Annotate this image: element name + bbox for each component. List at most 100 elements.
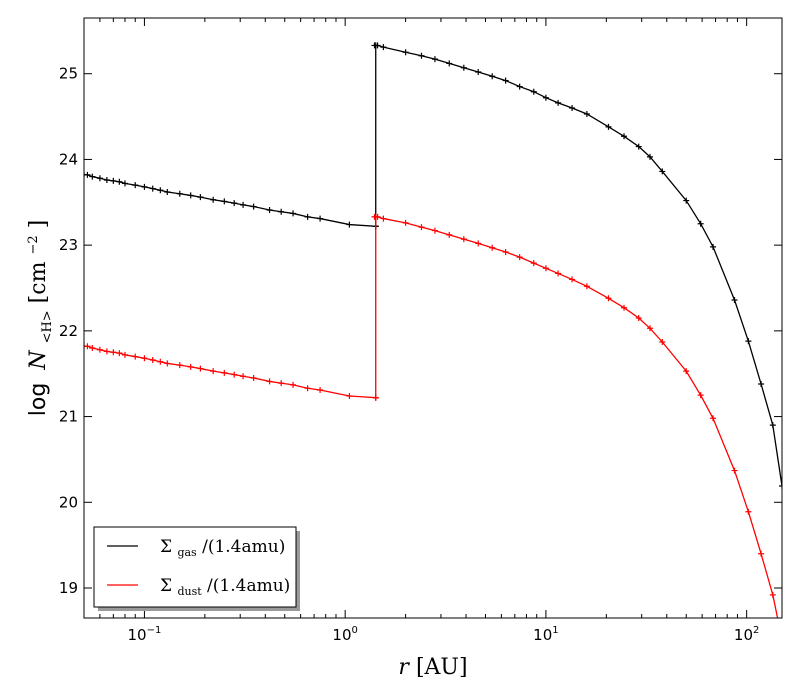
series-0-point	[187, 192, 194, 199]
x-tick-base: 10	[533, 626, 552, 644]
series-0-point	[164, 189, 171, 195]
y-axis-label-unit: [cm	[26, 261, 51, 303]
series-0-point	[278, 208, 285, 215]
series-0-point	[446, 60, 453, 67]
series-0-point	[96, 175, 103, 182]
series-1-point	[380, 215, 387, 222]
series-0-point	[418, 52, 425, 59]
series-0-point	[779, 483, 782, 489]
series-1-point	[710, 415, 717, 422]
series-0-point	[197, 194, 204, 201]
y-tick-label: 24	[59, 150, 78, 168]
series-1-point	[542, 265, 549, 272]
series-1-point	[446, 231, 453, 238]
series-1-point	[683, 368, 690, 375]
series-1-point	[635, 315, 642, 321]
legend-gas-sub: gas	[177, 546, 197, 559]
series-0-point	[516, 83, 523, 90]
y-axis-label-symbol: N	[26, 350, 51, 371]
series-1-point	[278, 380, 285, 387]
series-1-point	[317, 387, 324, 393]
series-1-point	[176, 362, 183, 369]
series-0-point	[659, 168, 666, 175]
legend-dust-label: Σ dust /(1.4amu)	[160, 576, 290, 600]
series-1-point	[240, 373, 247, 380]
series-1-point	[502, 249, 509, 255]
series-1-point	[149, 357, 156, 363]
series-1-point	[418, 224, 425, 231]
series-0-point	[304, 213, 311, 220]
series-1-point	[197, 365, 204, 372]
series-0-point	[210, 196, 217, 203]
series-1-point	[221, 369, 228, 376]
series-0-point	[460, 64, 467, 71]
y-tick-label: 23	[59, 236, 78, 254]
series-0-point	[221, 198, 228, 205]
series-0-point	[583, 111, 590, 117]
x-tick-label: 10−1	[128, 625, 162, 644]
series-1-point	[697, 392, 704, 399]
y-axis-label-sub: <H>	[40, 310, 55, 343]
x-tick-exp: −1	[147, 625, 162, 636]
x-axis-label: r [AU]	[398, 655, 467, 680]
series-0-point	[745, 338, 752, 345]
series-1-point	[304, 385, 311, 392]
series-1-point	[659, 339, 666, 345]
series-1-point	[646, 325, 653, 332]
series-1-point	[96, 346, 103, 353]
x-tick-base: 10	[734, 626, 753, 644]
y-tick-label: 21	[59, 408, 78, 426]
series-0-point	[697, 220, 704, 227]
y-axis-label-prefix: log	[26, 383, 51, 417]
legend-gas-label: Σ gas /(1.4amu)	[160, 537, 285, 561]
series-0-point	[502, 77, 509, 84]
x-tick-exp: 2	[753, 625, 759, 636]
series-0-point	[569, 105, 576, 111]
series-1-point	[103, 348, 110, 355]
series-0-point	[121, 180, 128, 187]
series-0-point	[103, 177, 110, 183]
series-1-point	[516, 254, 523, 261]
series-1-point	[110, 349, 117, 356]
series-1-point	[769, 591, 776, 598]
y-axis-label-unit-close: ]	[26, 220, 51, 229]
x-tick-exp: 0	[352, 625, 358, 636]
series-0-point	[758, 381, 765, 387]
series-1-point	[290, 381, 297, 388]
series-0-point	[635, 143, 642, 150]
series-0-point	[176, 190, 183, 197]
series-1-point	[475, 240, 482, 247]
series-1-point	[431, 227, 438, 234]
series-0-point	[89, 173, 96, 180]
series-1-point	[569, 276, 576, 283]
series-0-point	[605, 123, 612, 130]
series-1-point	[141, 355, 148, 362]
series-1-point	[231, 371, 238, 378]
series-1-point	[555, 270, 562, 277]
y-tick-label: 22	[59, 322, 78, 340]
series-1-point	[210, 368, 217, 375]
x-tick-base: 10	[332, 626, 351, 644]
legend-gas-tail: /(1.4amu)	[202, 537, 285, 557]
x-tick-base: 10	[128, 626, 147, 644]
legend-dust-tail: /(1.4amu)	[207, 576, 290, 596]
series-1-point	[266, 378, 273, 385]
series-1-point	[621, 304, 628, 311]
series-0-point	[84, 171, 91, 178]
series-0-point	[231, 200, 238, 207]
x-axis-label-unit: [AU]	[416, 655, 468, 680]
x-axis-label-symbol: r	[398, 655, 410, 680]
series-0-point	[380, 44, 387, 51]
y-tick-label: 20	[59, 493, 78, 511]
series-1-point	[89, 345, 96, 351]
series-1-point	[346, 393, 353, 399]
series-0-point	[555, 99, 562, 106]
x-tick-exp: 1	[552, 625, 558, 636]
series-0-point	[116, 178, 123, 185]
series-1-point	[583, 283, 590, 290]
series-0-point	[710, 243, 717, 250]
series-0-point	[542, 94, 549, 101]
series-0-point	[240, 201, 247, 208]
series-1-point	[164, 360, 171, 367]
